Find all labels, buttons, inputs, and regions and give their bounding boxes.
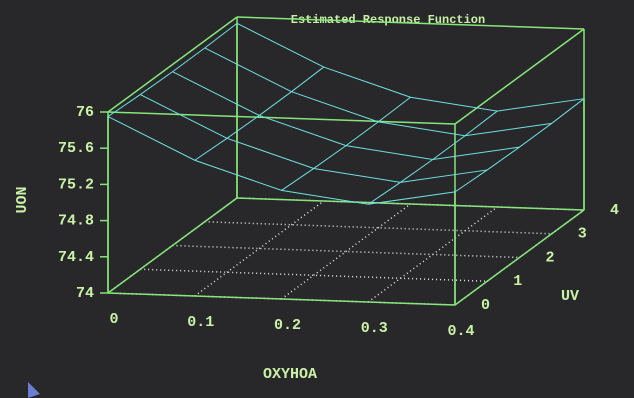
surface-column — [194, 66, 325, 161]
y-tick-label: 0 — [481, 297, 490, 314]
box-edge — [454, 209, 585, 306]
z-tick-label: 74.8 — [58, 213, 94, 230]
z-tick-label: 74 — [76, 285, 94, 302]
x-tick-label: 0.2 — [274, 317, 301, 334]
grid-line — [194, 200, 325, 297]
z-tick-label: 74.4 — [58, 249, 94, 266]
x-tick-label: 0.4 — [447, 323, 474, 340]
y-tick-label: 1 — [513, 273, 522, 290]
x-tick-label: 0.3 — [361, 320, 388, 337]
z-tick-label: 76 — [76, 104, 94, 121]
surface-column — [281, 96, 411, 191]
grid-line — [281, 203, 411, 300]
x-axis-label: OXYHOA — [263, 366, 317, 383]
box-edge — [236, 197, 585, 211]
y-tick-label: 2 — [546, 249, 555, 266]
box-edge — [107, 111, 456, 125]
y-axis-label: UV — [561, 288, 579, 305]
y-tick-label: 3 — [578, 226, 587, 243]
surface-column — [367, 110, 498, 205]
box-edge — [107, 292, 456, 306]
box-edge — [107, 16, 238, 113]
x-tick-label: 0 — [109, 311, 118, 328]
surface-column — [107, 22, 238, 117]
x-tick-label: 0.1 — [187, 314, 214, 331]
z-axis-label: UON — [14, 186, 31, 213]
box-edge — [236, 16, 585, 30]
z-tick-label: 75.2 — [58, 176, 94, 193]
cursor — [28, 382, 40, 398]
y-tick-label: 4 — [610, 202, 619, 219]
surface-column — [454, 98, 585, 193]
box-edge — [107, 197, 238, 294]
z-tick-label: 75.6 — [58, 140, 94, 157]
